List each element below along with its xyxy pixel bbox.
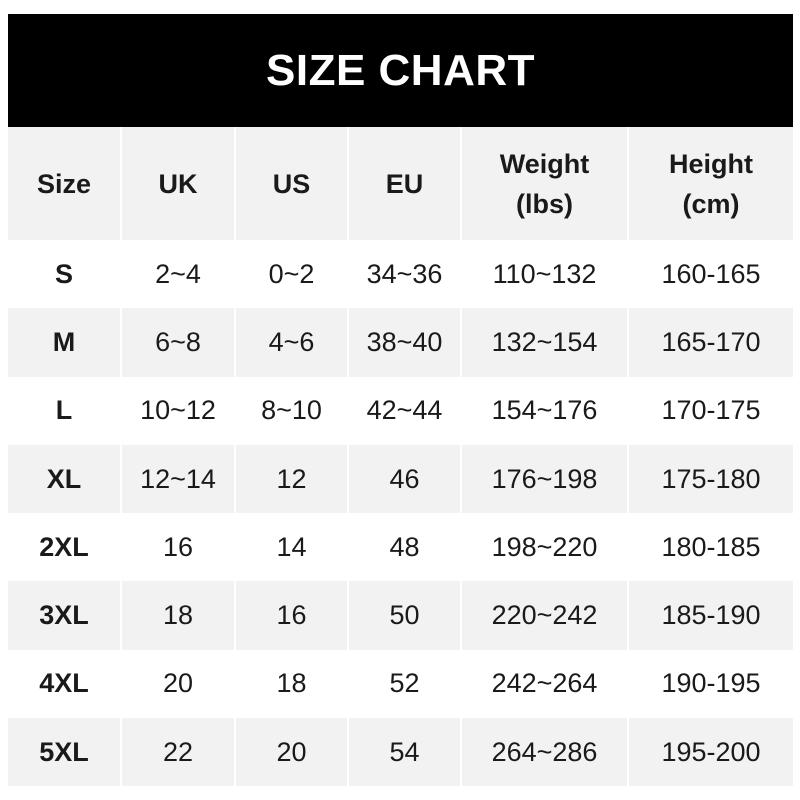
column-header-label: Weight xyxy=(499,148,590,179)
table-row: L 10~12 8~10 42~44 154~176 170-175 xyxy=(8,376,793,445)
table-cell: 20 xyxy=(120,649,235,719)
table-cell: 180-185 xyxy=(627,513,793,582)
table-cell: 38~40 xyxy=(347,308,461,377)
size-label: 4XL xyxy=(39,668,89,699)
table-cell: 8~10 xyxy=(234,376,348,445)
table-cell: 54 xyxy=(347,718,461,787)
table-cell: 16 xyxy=(234,581,348,650)
table-row: 2XL 16 14 48 198~220 180-185 xyxy=(8,513,793,582)
table-cell: 220~242 xyxy=(460,581,628,650)
column-header-height: Height (cm) xyxy=(627,127,793,240)
column-header-uk: UK xyxy=(120,127,235,240)
column-header-unit: (lbs) xyxy=(516,188,573,219)
table-cell: 160-165 xyxy=(627,240,793,309)
table-cell: 170-175 xyxy=(627,376,793,445)
column-header-label: EU xyxy=(385,168,424,199)
column-header-label: Height xyxy=(669,148,753,179)
table-cell: 42~44 xyxy=(347,376,461,445)
column-header-label: Size xyxy=(36,168,92,199)
table-cell: 242~264 xyxy=(460,649,628,719)
table-cell: 195-200 xyxy=(627,718,793,787)
table-cell: 2~4 xyxy=(120,240,235,309)
table-row: 3XL 18 16 50 220~242 185-190 xyxy=(8,581,793,650)
table-cell: 4~6 xyxy=(234,308,348,377)
size-chart-title: SIZE CHART xyxy=(8,14,793,127)
table-cell: 12~14 xyxy=(120,444,235,514)
table-row: S 2~4 0~2 34~36 110~132 160-165 xyxy=(8,240,793,309)
table-cell: 165-170 xyxy=(627,308,793,377)
table-cell: 175-180 xyxy=(627,444,793,514)
table-cell: 132~154 xyxy=(460,308,628,377)
table-cell: 34~36 xyxy=(347,240,461,309)
table-cell: 20 xyxy=(234,718,348,787)
table-cell: 22 xyxy=(120,718,235,787)
size-label: 3XL xyxy=(39,600,89,631)
table-row: 5XL 22 20 54 264~286 195-200 xyxy=(8,718,793,787)
table-cell: 190-195 xyxy=(627,649,793,719)
table-cell: 46 xyxy=(347,444,461,514)
table-cell: 18 xyxy=(234,649,348,719)
table-cell: 185-190 xyxy=(627,581,793,650)
table-cell: 110~132 xyxy=(460,240,628,309)
size-label: XL xyxy=(46,463,82,494)
table-cell: 176~198 xyxy=(460,444,628,514)
column-header-eu: EU xyxy=(347,127,461,240)
size-label: L xyxy=(55,395,73,426)
size-label: M xyxy=(52,326,76,357)
column-header-size: Size xyxy=(8,127,121,240)
table-cell: 12 xyxy=(234,444,348,514)
table-row: 4XL 20 18 52 242~264 190-195 xyxy=(8,649,793,719)
table-cell: 50 xyxy=(347,581,461,650)
column-header-label: US xyxy=(272,168,311,199)
table-cell: 18 xyxy=(120,581,235,650)
column-header-unit: (cm) xyxy=(682,188,740,219)
column-header-label: UK xyxy=(158,168,198,199)
column-header-weight: Weight (lbs) xyxy=(460,127,628,240)
size-label: S xyxy=(54,258,73,289)
table-cell: 198~220 xyxy=(460,513,628,582)
header-row: Size UK US EU Weight (lbs) Height (cm) xyxy=(8,127,793,240)
table-cell: 6~8 xyxy=(120,308,235,377)
table-cell: 52 xyxy=(347,649,461,719)
table-cell: 264~286 xyxy=(460,718,628,787)
table-cell: 48 xyxy=(347,513,461,582)
size-chart-table: Size UK US EU Weight (lbs) Height (cm) S 2~4 0~2 3… xyxy=(8,127,793,787)
size-label: 2XL xyxy=(39,531,89,562)
table-cell: 14 xyxy=(234,513,348,582)
table-row: XL 12~14 12 46 176~198 175-180 xyxy=(8,444,793,514)
column-header-us: US xyxy=(234,127,348,240)
table-cell: 0~2 xyxy=(234,240,348,309)
table-cell: 10~12 xyxy=(120,376,235,445)
table-cell: 154~176 xyxy=(460,376,628,445)
size-label: 5XL xyxy=(39,736,89,767)
table-row: M 6~8 4~6 38~40 132~154 165-170 xyxy=(8,308,793,377)
table-cell: 16 xyxy=(120,513,235,582)
